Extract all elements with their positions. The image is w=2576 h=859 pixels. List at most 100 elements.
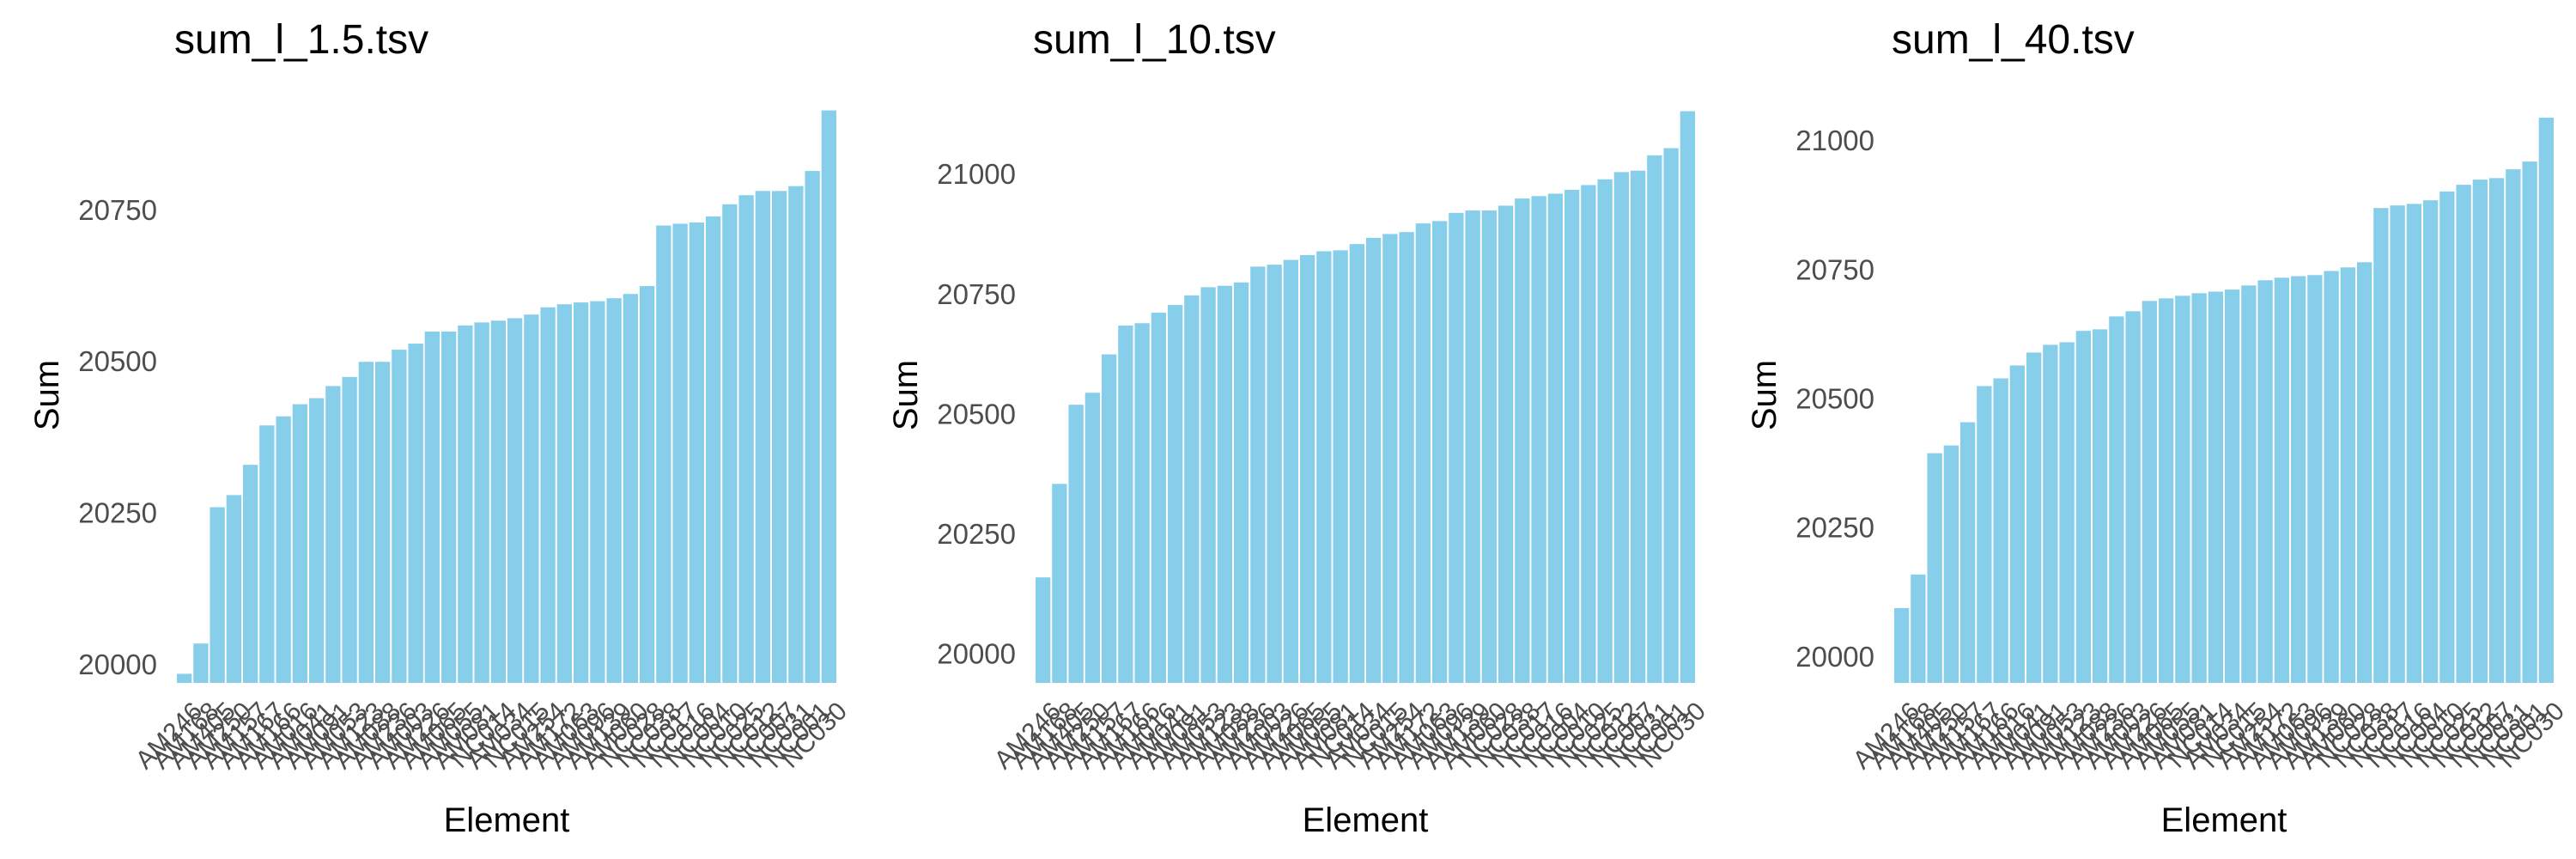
bar-NC038 bbox=[2373, 208, 2389, 684]
bar-AM172 bbox=[2274, 277, 2290, 683]
bar-AM157 bbox=[1101, 354, 1117, 683]
bar-AM060 bbox=[2340, 267, 2356, 683]
bar-AM168 bbox=[1911, 574, 1926, 683]
bar-NC016 bbox=[2406, 204, 2422, 683]
bar-NC015 bbox=[1382, 234, 1398, 683]
bar-AM081 bbox=[1333, 250, 1348, 683]
bar-AM236 bbox=[1250, 266, 1266, 683]
y-tick-label: 20750 bbox=[937, 278, 1016, 310]
bar-AM091 bbox=[1184, 295, 1200, 683]
bar-AM063 bbox=[1431, 221, 1448, 684]
bar-AM088 bbox=[374, 362, 391, 683]
y-axis-label: Sum bbox=[887, 360, 925, 430]
bar-AM157 bbox=[242, 465, 258, 683]
bar-AM041 bbox=[2026, 352, 2042, 683]
bar-AM139 bbox=[1465, 210, 1480, 684]
bar-AM016 bbox=[1151, 312, 1167, 683]
bar-NC015 bbox=[524, 314, 539, 683]
bar-AM166 bbox=[1134, 323, 1150, 683]
bar-AM157 bbox=[1959, 422, 1976, 683]
bar-NC014 bbox=[2208, 291, 2224, 683]
bar-NC031 bbox=[1647, 155, 1662, 683]
bar-AM065 bbox=[2158, 298, 2174, 683]
chart-title: sum_l_1.5.tsv bbox=[174, 17, 428, 63]
bar-NC010 bbox=[2439, 191, 2455, 683]
bar-NC016 bbox=[689, 222, 705, 683]
y-tick-label: 20500 bbox=[78, 345, 157, 377]
bar-AM063 bbox=[573, 302, 589, 683]
bar-AM034 bbox=[1365, 237, 1382, 683]
y-tick-label: 20000 bbox=[937, 638, 1016, 670]
bar-AM053 bbox=[1200, 287, 1216, 684]
y-tick-label: 20750 bbox=[78, 194, 157, 226]
bar-NC004 bbox=[1564, 190, 1580, 683]
bar-AM055 bbox=[1316, 251, 1332, 683]
bar-AM172 bbox=[1415, 223, 1431, 683]
bar-AM003 bbox=[2125, 311, 2141, 683]
bar-AM016 bbox=[292, 404, 308, 683]
bar-NC038 bbox=[656, 225, 671, 683]
bar-NC001 bbox=[1663, 148, 1679, 683]
bar-AM246 bbox=[1893, 607, 1910, 683]
bar-AM003 bbox=[1267, 265, 1282, 683]
bar-AM041 bbox=[308, 398, 325, 683]
bar-NC004 bbox=[705, 216, 721, 683]
bar-AM167 bbox=[259, 425, 275, 683]
bar-AM139 bbox=[2324, 271, 2339, 683]
bar-NC017 bbox=[1531, 196, 1546, 684]
bar-NC025 bbox=[2456, 185, 2471, 683]
x-axis-label: Element bbox=[1303, 801, 1429, 839]
bar-NC028 bbox=[2356, 262, 2372, 683]
bar-AM166 bbox=[1993, 378, 2008, 683]
bar-NC017 bbox=[672, 223, 688, 683]
y-axis-label: Sum bbox=[1746, 360, 1783, 430]
y-tick-label: 20500 bbox=[937, 398, 1016, 430]
y-tick-label: 21000 bbox=[937, 158, 1016, 190]
bar-NC007 bbox=[1630, 170, 1646, 683]
bar-AM081 bbox=[2191, 293, 2207, 683]
bar-AM166 bbox=[276, 416, 291, 683]
bar-AM055 bbox=[458, 325, 473, 683]
bar-NC030 bbox=[2538, 118, 2555, 683]
bar-AM246 bbox=[1035, 577, 1051, 683]
bar-NC028 bbox=[1498, 205, 1514, 683]
bar-AM254 bbox=[2257, 280, 2273, 683]
y-tick-label: 20000 bbox=[1795, 641, 1874, 673]
bar-AM091 bbox=[325, 386, 341, 683]
bar-NC014 bbox=[1349, 244, 1365, 683]
y-tick-label: 20500 bbox=[1795, 383, 1874, 415]
y-tick-label: 20250 bbox=[1795, 512, 1874, 544]
bar-AM055 bbox=[2175, 295, 2190, 683]
bar-AM053 bbox=[342, 376, 357, 683]
bar-AM405 bbox=[1927, 453, 1942, 683]
bar-AM096 bbox=[1449, 212, 1464, 683]
bar-NC038 bbox=[1515, 198, 1530, 683]
x-axis-label: Element bbox=[444, 801, 570, 839]
bar-NC010 bbox=[722, 204, 738, 684]
bar-NC025 bbox=[738, 195, 754, 683]
bar-AM060 bbox=[1481, 210, 1498, 684]
bar-NC012 bbox=[755, 191, 771, 683]
bar-NC015 bbox=[2241, 285, 2257, 683]
bar-AM167 bbox=[1977, 386, 1992, 683]
bar-AM167 bbox=[1118, 326, 1133, 683]
bar-NC025 bbox=[1597, 179, 1613, 683]
bar-AM226 bbox=[1283, 259, 1299, 683]
bar-AM041 bbox=[1167, 305, 1183, 683]
y-tick-label: 21000 bbox=[1795, 125, 1874, 156]
bar-AM226 bbox=[424, 331, 440, 683]
bar-AM065 bbox=[1299, 254, 1315, 683]
bar-NC007 bbox=[2488, 178, 2505, 683]
bar-AM088 bbox=[2092, 329, 2108, 683]
bar-AM123 bbox=[358, 362, 374, 683]
bar-AM250 bbox=[1084, 393, 1101, 683]
bar-NC031 bbox=[2506, 169, 2521, 684]
bar-AM096 bbox=[2307, 275, 2323, 683]
bar-AM226 bbox=[2142, 301, 2158, 683]
bar-AM003 bbox=[408, 344, 423, 683]
y-tick-label: 20250 bbox=[937, 518, 1016, 550]
bar-AM254 bbox=[540, 307, 556, 683]
bar-NC030 bbox=[1680, 111, 1696, 684]
bar-NC016 bbox=[1547, 193, 1564, 683]
